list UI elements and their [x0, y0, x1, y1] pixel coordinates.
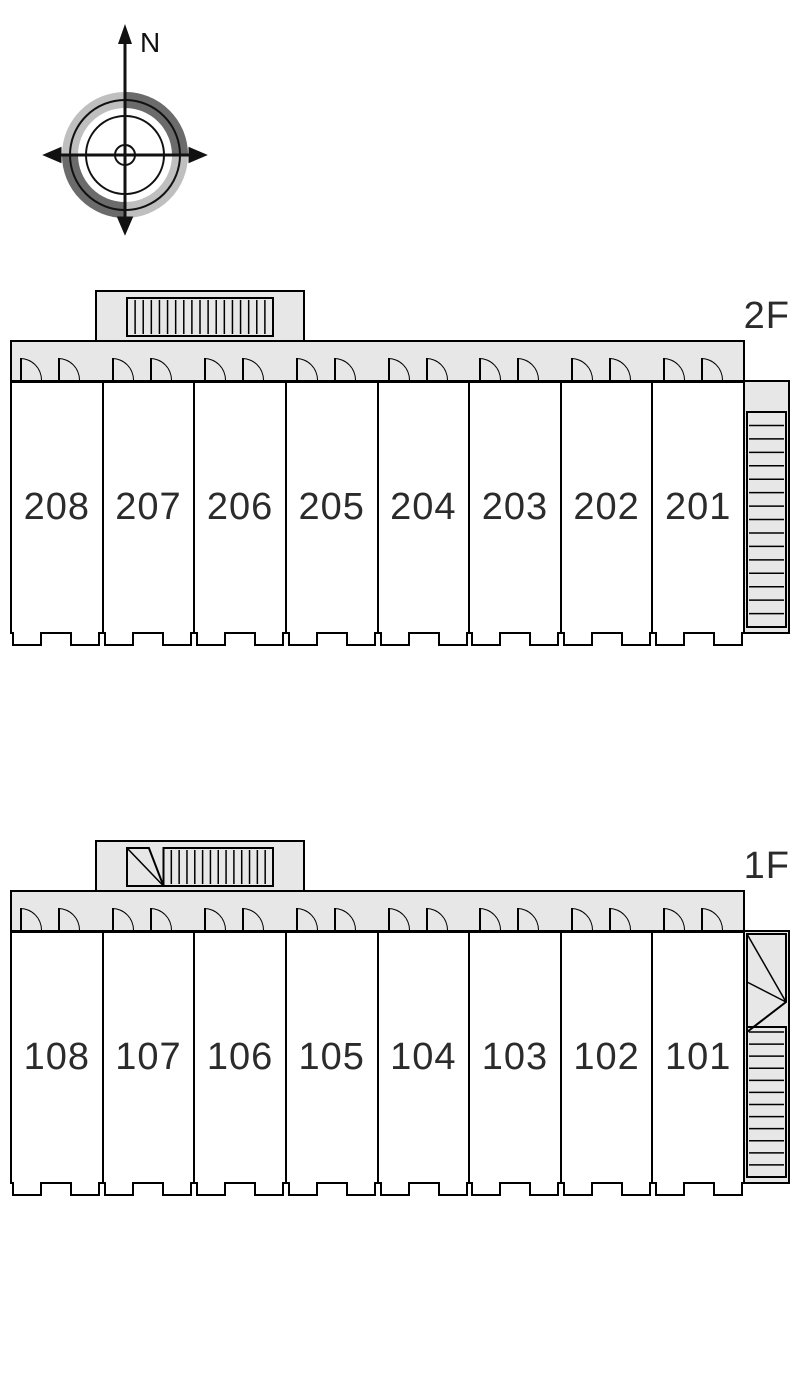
- door-icon: [426, 902, 444, 930]
- balcony-tab: [621, 632, 651, 646]
- balcony-tab: [713, 1182, 743, 1196]
- stair-landing-top: [95, 840, 305, 892]
- door-icon: [204, 352, 222, 380]
- balcony-tab: [70, 632, 100, 646]
- balcony-tabs: [10, 1184, 745, 1198]
- balcony-tab: [104, 1182, 134, 1196]
- unit-204: 204: [379, 380, 471, 634]
- balcony-tab: [70, 1182, 100, 1196]
- door-icon: [571, 902, 589, 930]
- door-icon: [296, 902, 314, 930]
- door-icon: [571, 352, 589, 380]
- balcony-tab: [346, 632, 376, 646]
- balcony-tab: [12, 632, 42, 646]
- door-icon: [517, 902, 535, 930]
- balcony-tab: [621, 1182, 651, 1196]
- door-icon: [609, 352, 627, 380]
- door-icon: [388, 902, 406, 930]
- door-icon: [296, 352, 314, 380]
- balcony-tab: [380, 632, 410, 646]
- door-row: [10, 346, 745, 380]
- balcony-tab: [713, 632, 743, 646]
- door-icon: [701, 352, 719, 380]
- door-icon: [204, 902, 222, 930]
- door-icon: [242, 902, 260, 930]
- unit-102: 102: [562, 930, 654, 1184]
- balcony-tab: [346, 1182, 376, 1196]
- door-icon: [112, 902, 130, 930]
- unit-103: 103: [470, 930, 562, 1184]
- door-icon: [334, 352, 352, 380]
- door-icon: [479, 352, 497, 380]
- door-icon: [58, 352, 76, 380]
- unit-207: 207: [104, 380, 196, 634]
- door-icon: [517, 352, 535, 380]
- unit-101: 101: [653, 930, 745, 1184]
- balcony-tab: [655, 632, 685, 646]
- balcony-tab: [529, 1182, 559, 1196]
- balcony-tab: [288, 632, 318, 646]
- balcony-tab: [471, 1182, 501, 1196]
- door-icon: [334, 902, 352, 930]
- balcony-tab: [438, 1182, 468, 1196]
- compass-rose: N: [40, 20, 210, 240]
- unit-107: 107: [104, 930, 196, 1184]
- door-icon: [58, 902, 76, 930]
- unit-105: 105: [287, 930, 379, 1184]
- balcony-tab: [104, 632, 134, 646]
- stair-right: [743, 380, 790, 634]
- balcony-tab: [288, 1182, 318, 1196]
- unit-row: 208207206205204203202201: [10, 380, 745, 634]
- door-icon: [20, 902, 38, 930]
- balcony-tabs: [10, 634, 745, 648]
- door-icon: [112, 352, 130, 380]
- unit-106: 106: [195, 930, 287, 1184]
- door-row: [10, 896, 745, 930]
- door-icon: [479, 902, 497, 930]
- door-icon: [150, 352, 168, 380]
- balcony-tab: [12, 1182, 42, 1196]
- balcony-tab: [380, 1182, 410, 1196]
- unit-208: 208: [10, 380, 104, 634]
- door-icon: [150, 902, 168, 930]
- unit-108: 108: [10, 930, 104, 1184]
- stair-landing-top: [95, 290, 305, 342]
- compass-north-label: N: [140, 27, 160, 58]
- stair-right: [743, 930, 790, 1184]
- balcony-tab: [162, 632, 192, 646]
- door-icon: [609, 902, 627, 930]
- door-icon: [20, 352, 38, 380]
- compass-icon: N: [40, 20, 210, 240]
- balcony-tab: [563, 632, 593, 646]
- balcony-tab: [196, 632, 226, 646]
- balcony-tab: [471, 632, 501, 646]
- balcony-tab: [162, 1182, 192, 1196]
- floorplan-canvas: N 208207206205204203202201 2F 108107106105…: [0, 0, 800, 1373]
- unit-104: 104: [379, 930, 471, 1184]
- balcony-tab: [254, 632, 284, 646]
- door-icon: [663, 902, 681, 930]
- balcony-tab: [529, 632, 559, 646]
- unit-row: 108107106105104103102101: [10, 930, 745, 1184]
- door-icon: [426, 352, 444, 380]
- balcony-tab: [254, 1182, 284, 1196]
- door-icon: [388, 352, 406, 380]
- door-icon: [701, 902, 719, 930]
- door-icon: [242, 352, 260, 380]
- balcony-tab: [438, 632, 468, 646]
- unit-202: 202: [562, 380, 654, 634]
- unit-205: 205: [287, 380, 379, 634]
- balcony-tab: [563, 1182, 593, 1196]
- door-icon: [663, 352, 681, 380]
- unit-206: 206: [195, 380, 287, 634]
- balcony-tab: [196, 1182, 226, 1196]
- balcony-tab: [655, 1182, 685, 1196]
- floor-label: 2F: [744, 295, 790, 338]
- floor-label: 1F: [744, 845, 790, 888]
- unit-201: 201: [653, 380, 745, 634]
- unit-203: 203: [470, 380, 562, 634]
